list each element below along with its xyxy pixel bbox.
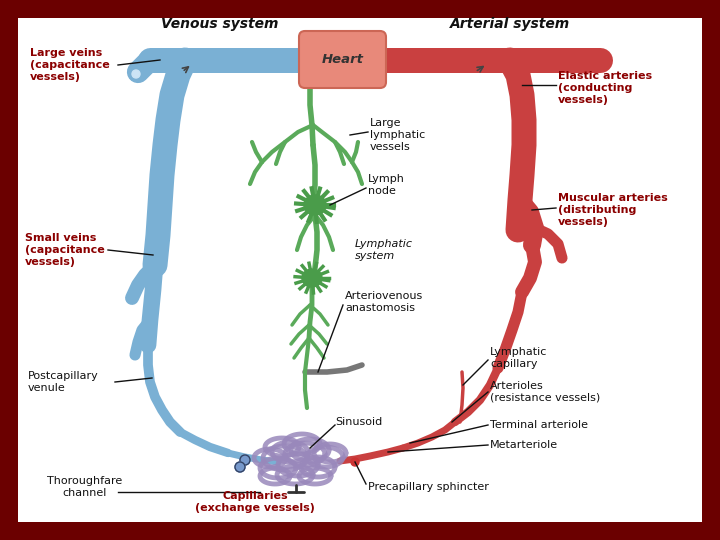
Text: Heart: Heart [322,53,364,66]
Text: Small veins
(capacitance
vessels): Small veins (capacitance vessels) [25,233,104,267]
Circle shape [240,455,250,465]
Text: Muscular arteries
(distributing
vessels): Muscular arteries (distributing vessels) [558,193,667,227]
Text: Lymphatic
capillary: Lymphatic capillary [490,347,547,369]
Text: Sinusoid: Sinusoid [335,417,382,427]
Text: Large veins
(capacitance
vessels): Large veins (capacitance vessels) [30,49,109,82]
Text: Postcapillary
venule: Postcapillary venule [28,371,99,393]
FancyBboxPatch shape [18,18,702,522]
Text: Elastic arteries
(conducting
vessels): Elastic arteries (conducting vessels) [558,71,652,105]
Text: Arteriovenous
anastomosis: Arteriovenous anastomosis [345,291,423,313]
Text: Capillaries
(exchange vessels): Capillaries (exchange vessels) [195,491,315,513]
Text: Lymphatic
system: Lymphatic system [355,239,413,261]
Text: Precapillary sphincter: Precapillary sphincter [368,482,489,492]
Circle shape [235,462,245,472]
Text: Venous system: Venous system [161,17,279,31]
Ellipse shape [304,195,326,215]
Ellipse shape [302,269,322,287]
Circle shape [132,70,140,78]
Text: Lymph
node: Lymph node [368,174,405,196]
Text: Arterial system: Arterial system [450,17,570,31]
Circle shape [351,458,359,466]
Text: Thoroughfare
channel: Thoroughfare channel [48,476,122,498]
Text: Terminal arteriole: Terminal arteriole [490,420,588,430]
Circle shape [129,67,143,81]
Text: Metarteriole: Metarteriole [490,440,558,450]
FancyBboxPatch shape [299,31,386,88]
Text: Large
lymphatic
vessels: Large lymphatic vessels [370,118,426,152]
Text: Arterioles
(resistance vessels): Arterioles (resistance vessels) [490,381,600,403]
